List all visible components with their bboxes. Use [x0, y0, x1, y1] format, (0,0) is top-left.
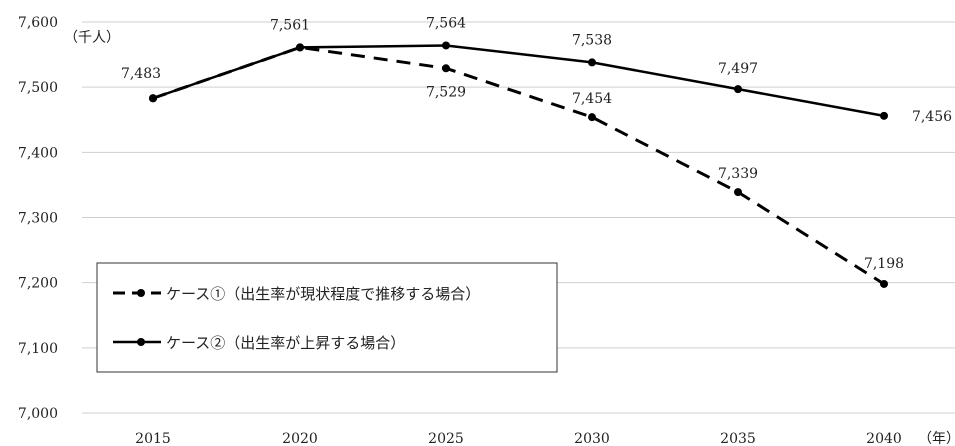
x-tick-label: 2035 [720, 431, 756, 446]
x-tick-label: 2015 [135, 431, 171, 446]
y-tick-label: 7,600 [18, 15, 58, 31]
legend-box [97, 263, 557, 372]
series-case2-data-label: 7,564 [426, 15, 466, 31]
series-case1-point [442, 64, 450, 72]
series-case1-point [734, 188, 742, 196]
series [149, 41, 888, 288]
series-case2-data-label: 7,483 [121, 66, 161, 82]
series-case1-point [880, 280, 888, 288]
x-tick-label: 2020 [282, 431, 318, 446]
series-case1-point [588, 113, 596, 121]
y-axis-unit: （千人） [64, 30, 120, 46]
series-case2-point [880, 112, 888, 120]
series-case2-line [153, 45, 884, 115]
series-case1-data-label: 7,454 [572, 91, 612, 107]
x-tick-label: 2040 [866, 431, 902, 446]
y-tick-label: 7,400 [18, 145, 58, 161]
x-axis-ticks: 2015 2020 2025 2030 2035 2040 [135, 431, 902, 446]
series-case2-data-label: 7,538 [572, 32, 612, 48]
legend-marker-case2 [137, 338, 145, 346]
series-case2-data-label: 7,561 [270, 17, 310, 33]
series-case2-point [296, 43, 304, 51]
series-case1-data-label: 7,339 [718, 166, 758, 182]
legend: ケース①（出生率が現状程度で推移する場合） ケース②（出生率が上昇する場合） [97, 263, 557, 372]
x-tick-label: 2025 [428, 431, 464, 446]
y-tick-label: 7,300 [18, 211, 58, 227]
y-tick-label: 7,200 [18, 276, 58, 292]
y-axis-ticks: 7,000 7,100 7,200 7,300 7,400 7,500 7,600 [18, 15, 58, 422]
x-axis-unit: （年） [918, 431, 955, 446]
y-tick-label: 7,000 [18, 406, 58, 422]
legend-label-case2: ケース②（出生率が上昇する場合） [166, 334, 405, 352]
legend-label-case1: ケース①（出生率が現状程度で推移する場合） [166, 285, 480, 303]
series-case1-data-label: 7,198 [864, 256, 904, 272]
series-case2-point [442, 41, 450, 49]
y-tick-label: 7,500 [18, 80, 58, 96]
y-tick-label: 7,100 [18, 341, 58, 357]
series-case2-point [734, 85, 742, 93]
series-case1-data-label: 7,529 [426, 84, 466, 100]
x-tick-label: 2030 [574, 431, 610, 446]
series-case2-data-label: 7,497 [718, 61, 758, 77]
series-case2-data-label: 7,456 [912, 109, 952, 125]
series-case2-point [149, 94, 157, 102]
series-case1-line [153, 47, 884, 284]
data-labels: 7,529 7,454 7,339 7,198 7,483 7,561 7,564 7,538… [121, 15, 952, 272]
series-case2-point [588, 58, 596, 66]
legend-marker-case1 [137, 289, 145, 297]
